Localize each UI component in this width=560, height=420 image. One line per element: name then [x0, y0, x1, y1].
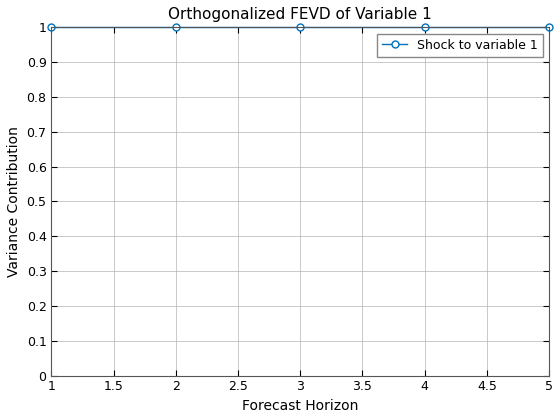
- Title: Orthogonalized FEVD of Variable 1: Orthogonalized FEVD of Variable 1: [169, 7, 432, 22]
- X-axis label: Forecast Horizon: Forecast Horizon: [242, 399, 358, 413]
- Y-axis label: Variance Contribution: Variance Contribution: [7, 126, 21, 277]
- Legend: Shock to variable 1: Shock to variable 1: [377, 34, 543, 57]
- Shock to variable 1: [421, 25, 428, 30]
- Line: Shock to variable 1: Shock to variable 1: [48, 24, 553, 31]
- Shock to variable 1: [172, 25, 179, 30]
- Shock to variable 1: [545, 25, 552, 30]
- Shock to variable 1: [48, 25, 55, 30]
- Shock to variable 1: [297, 25, 304, 30]
